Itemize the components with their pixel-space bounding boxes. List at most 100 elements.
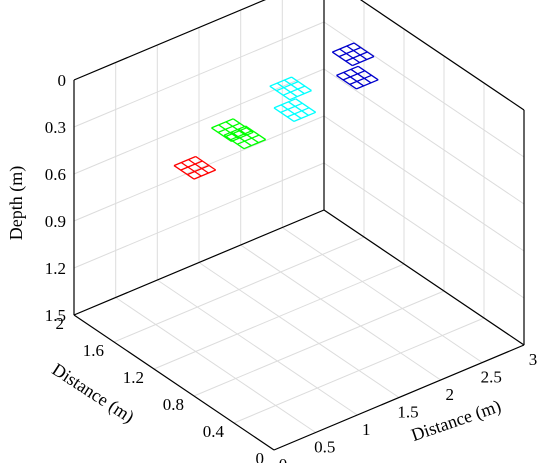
z-tick-label: 0 [58,71,67,90]
patch-line [193,169,216,180]
patch-line [289,90,312,101]
floor-grid-line [113,236,365,343]
y-tick-label: 2 [56,314,65,333]
z-tick-label: 0.3 [45,118,66,137]
data-patch [336,65,379,90]
patch-line [346,45,368,61]
patch-line [243,139,266,150]
patch-line [273,107,295,122]
patch-line [352,55,375,67]
patch-line [338,46,361,58]
patch-line [336,74,357,90]
back-wall-grid-line [73,115,325,222]
y-tick-label: 0.4 [203,422,225,441]
patch-line [293,111,316,122]
back-wall-grid-line [73,21,325,128]
patch-line [295,98,317,113]
x-tick-label: 2.5 [481,368,502,387]
patch-line [173,165,195,180]
z-tick-label: 1.5 [45,306,66,325]
patch-line [223,134,245,150]
patch-line [331,51,353,67]
y-tick-label: 0 [256,449,265,463]
patch-line [291,76,312,92]
patch-line [224,127,247,138]
floor-grid-line [115,297,316,433]
patch-line [276,82,298,98]
frame-edge [73,314,275,451]
data-marks [173,42,379,180]
patch-line [280,102,303,113]
floor-grid-line [233,317,485,424]
z-tick-label: 0.9 [45,212,66,231]
data-patch [223,125,267,150]
patch-line [350,68,372,84]
frame-edge [323,209,525,346]
data-patch [211,118,254,142]
frame-edge [73,0,267,81]
x-tick-label: 3 [529,350,538,369]
patch-line [231,131,254,142]
patch-line [223,125,246,136]
patch-line [336,65,359,76]
patch-line [237,134,260,145]
patch-line [187,164,210,176]
patch-line [180,160,203,171]
frame-edge [273,344,525,451]
patch-line [225,121,247,136]
patch-line [345,51,368,62]
patch-line [283,79,305,95]
patch-line [195,155,217,171]
patch-line [269,76,292,87]
patch-line [217,122,241,133]
y-tick-label: 1.2 [123,368,144,387]
patch-line [269,85,291,101]
patch-line [276,81,299,92]
frame-edge [73,209,325,316]
patch-line [342,70,366,81]
patch-line [218,124,240,139]
side-wall-grid-line [323,115,525,252]
x-tick-label: 0.5 [314,438,335,457]
x-tick-label: 1 [362,420,371,439]
patch-line [339,48,360,64]
side-wall-grid-line [360,0,525,111]
floor-grid-line [240,244,441,381]
floor-grid-line [282,227,483,363]
patch-line [280,104,302,119]
patch-line [349,74,372,85]
patch-line [180,161,202,177]
floor-grid-line [193,290,445,397]
x-tick-label: 1.5 [397,403,418,422]
x-tick-label: 0 [279,455,288,463]
patch-line [238,128,259,144]
patch-line [332,42,355,53]
data-patch [273,98,317,122]
patch-line [273,98,296,109]
patch-line [230,130,253,141]
tick-labels: 00.511.522.5300.40.81.21.6200.30.60.91.2… [45,71,538,463]
patch-line [343,71,365,87]
back-wall-grid-line [73,162,325,269]
frame-edge [359,0,525,111]
y-tick-label: 0.8 [163,395,184,414]
x-tick-label: 2 [445,385,454,404]
patch-line [245,125,267,141]
patch-line [230,131,252,147]
patch-line [211,127,232,142]
floor-grid-line [157,279,358,416]
x-axis-label: Distance (m) [409,396,504,446]
patch-line [287,107,310,118]
data-patch [173,155,217,180]
patch-line [211,118,234,129]
z-tick-label: 0.6 [45,165,66,184]
side-wall-grid-line [323,68,525,205]
data-patch [269,76,312,101]
patch-line [357,65,379,81]
floor-grid-line [153,263,405,370]
patch-line [356,79,379,90]
patch-line [173,155,196,167]
side-wall-grid-line [323,162,525,299]
patch-line [232,118,254,133]
